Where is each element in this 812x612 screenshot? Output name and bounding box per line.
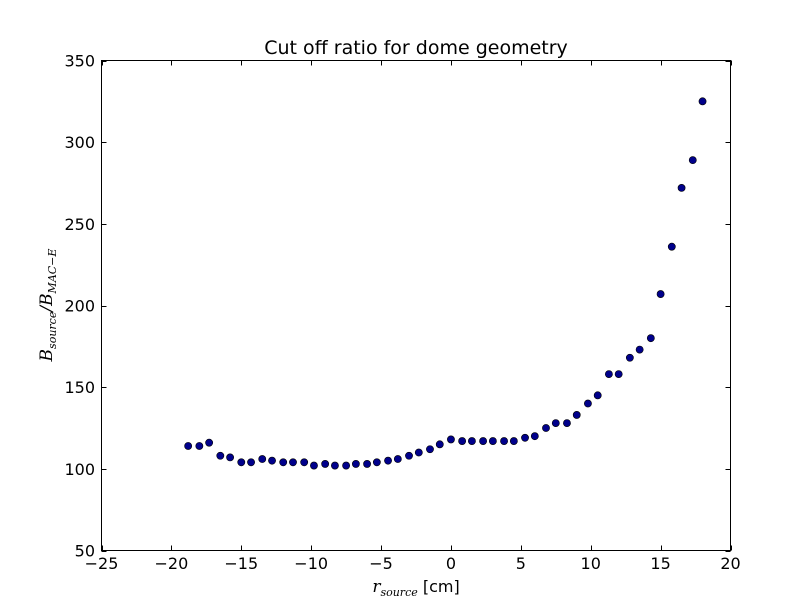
data-point-24	[435, 440, 444, 449]
y-axis-label-slash: /	[37, 304, 57, 314]
chart-title: Cut off ratio for dome geometry	[264, 37, 568, 59]
x-tick-label-3: −10	[294, 554, 328, 573]
data-point-41	[614, 370, 623, 378]
y-axis-label-b1: B	[37, 349, 57, 363]
y-tick-label-0: 50	[75, 542, 95, 561]
data-point-20	[393, 455, 402, 463]
y-axis-label-sub2: MAC−E	[46, 249, 59, 295]
x-axis-label: rsource [cm]	[372, 577, 459, 599]
data-point-22	[414, 448, 423, 457]
data-point-43	[635, 345, 644, 354]
data-point-13	[321, 460, 330, 468]
y-tick-label-2: 150	[64, 378, 95, 397]
x-tick-label-2: −15	[224, 554, 258, 573]
data-point-44	[646, 334, 655, 343]
axis-ticks: −25 −20 −15 −10 −5 0 5 10 15 20 50 100 150 200 250 300 3…	[64, 52, 740, 574]
data-point-32	[521, 433, 529, 442]
data-point-29	[488, 437, 497, 445]
data-point-21	[405, 451, 413, 460]
data-point-31	[509, 437, 518, 445]
data-point-40	[604, 370, 613, 378]
data-point-25	[447, 435, 455, 444]
data-point-49	[698, 97, 707, 106]
data-point-15	[342, 461, 351, 470]
data-point-48	[688, 156, 697, 165]
data-point-33	[530, 432, 539, 441]
y-axis-label-b2: B	[37, 293, 57, 307]
x-axis-label-subscript: source	[380, 586, 418, 599]
data-point-47	[677, 183, 686, 192]
data-point-39	[593, 391, 602, 400]
x-tick-label-5: 0	[446, 554, 456, 573]
x-tick-label-6: 5	[516, 554, 526, 573]
y-tick-label-3: 200	[64, 297, 95, 316]
y-tick-label-4: 250	[64, 215, 95, 234]
data-point-11	[300, 458, 309, 467]
x-tick-label-9: 20	[720, 554, 740, 573]
y-tick-label-1: 100	[64, 460, 95, 479]
data-point-42	[625, 353, 634, 362]
data-point-37	[572, 411, 581, 419]
data-point-46	[667, 242, 676, 251]
y-axis-label: Bsource/BMAC−E	[37, 249, 59, 363]
data-point-28	[479, 437, 487, 445]
plot-frame	[101, 60, 731, 551]
data-point-3	[216, 451, 225, 460]
x-axis-label-main: r	[372, 577, 381, 597]
data-point-17	[363, 460, 371, 468]
data-point-18	[372, 458, 381, 467]
data-point-27	[468, 437, 476, 445]
data-point-0	[184, 442, 193, 450]
data-point-38	[584, 399, 592, 408]
data-point-12	[310, 461, 318, 470]
data-point-30	[500, 437, 508, 445]
data-point-23	[426, 445, 434, 454]
data-point-9	[279, 458, 288, 467]
data-point-45	[656, 290, 665, 298]
data-point-2	[205, 438, 214, 447]
data-point-19	[384, 456, 392, 465]
data-point-4	[226, 453, 234, 462]
data-point-6	[247, 458, 255, 467]
x-axis-label-unit: [cm]	[418, 577, 460, 596]
data-point-5	[237, 458, 246, 467]
data-point-10	[289, 458, 297, 467]
data-point-14	[331, 461, 339, 470]
y-tick-label-5: 300	[64, 133, 95, 152]
data-point-35	[551, 419, 560, 427]
x-tick-label-7: 10	[581, 554, 601, 573]
data-point-16	[351, 460, 360, 468]
data-point-8	[268, 456, 276, 465]
y-axis-label-sub1: source	[46, 311, 59, 349]
x-tick-label-1: −20	[155, 554, 189, 573]
x-tick-label-4: −5	[369, 554, 393, 573]
data-points	[184, 97, 707, 470]
x-tick-label-8: 15	[650, 554, 670, 573]
data-point-7	[258, 455, 267, 463]
data-point-26	[458, 437, 467, 445]
x-tick-label-0: −25	[85, 554, 119, 573]
data-point-34	[542, 424, 550, 432]
y-tick-label-6: 350	[64, 52, 95, 71]
data-point-1	[195, 442, 204, 450]
data-point-36	[563, 419, 571, 427]
